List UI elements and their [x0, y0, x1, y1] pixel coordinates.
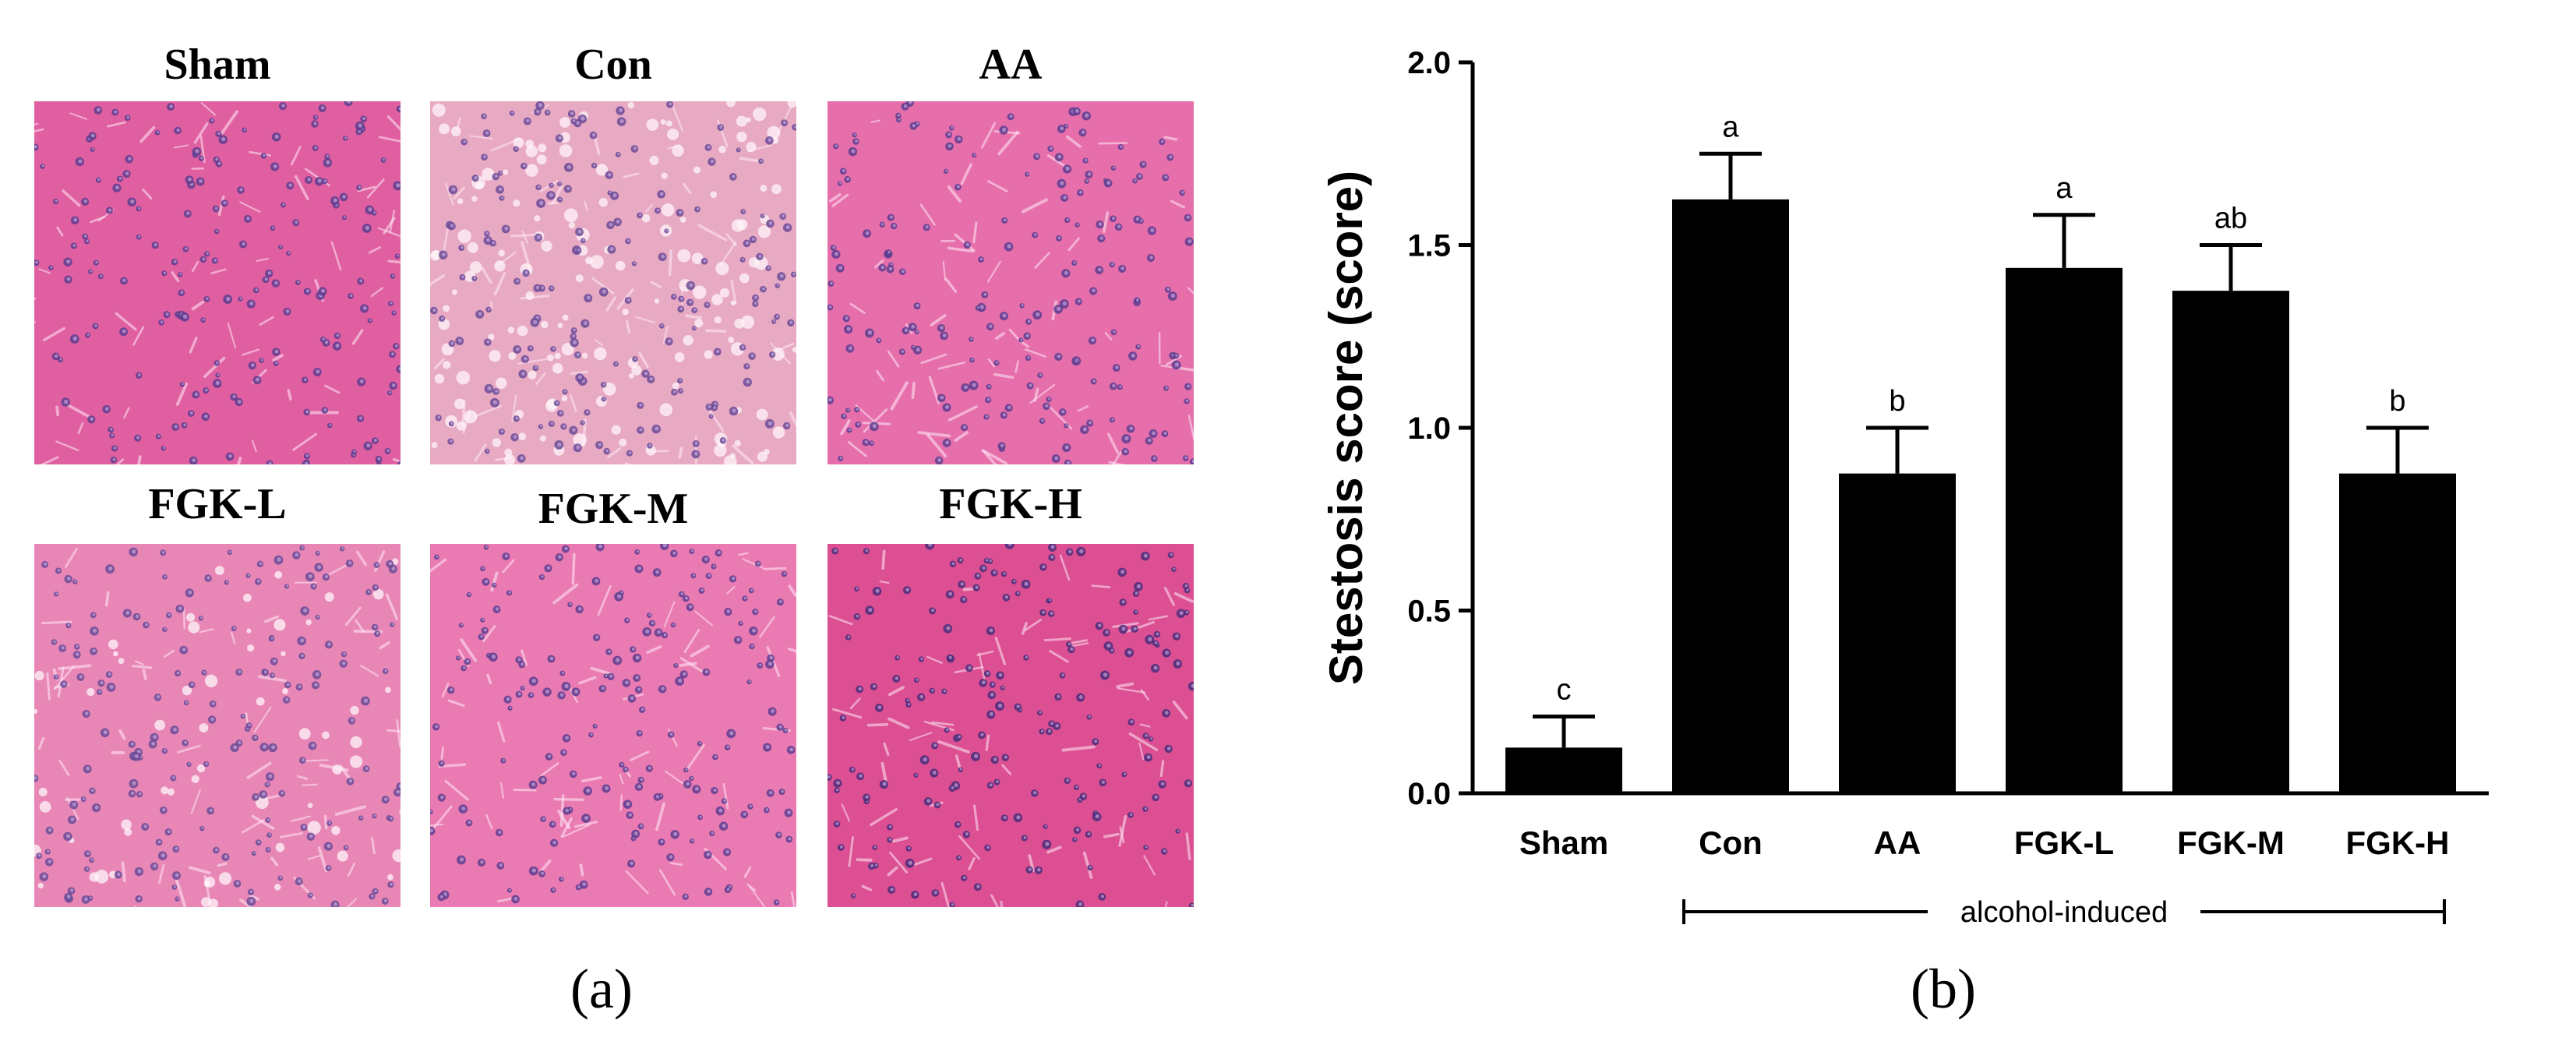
micrograph-fgk-h: [827, 544, 1194, 907]
y-tick-label: 2.0: [1407, 46, 1451, 80]
tissue-image: [34, 544, 401, 907]
tissue-image: [827, 101, 1194, 464]
micrograph-title-sham: Sham: [164, 41, 271, 89]
bar-fgk-l: [2006, 267, 2123, 793]
bar-con: [1672, 199, 1789, 793]
y-tick-label: 0.5: [1407, 595, 1451, 629]
subfigure-label-b: (b): [1911, 958, 1976, 1020]
bar-sham: [1505, 747, 1622, 793]
x-tick-label: FGK-M: [2177, 824, 2285, 861]
significance-letter: b: [2389, 385, 2405, 418]
chart-plot-area: 0.0 0.5 1.0 1.5 2.0 Stestosis score (score) c S…: [1320, 46, 2489, 929]
bar-aa: [1839, 473, 1956, 793]
y-tick-label: 1.0: [1407, 411, 1451, 446]
micrograph-fgk-l: [34, 544, 401, 907]
x-tick-label: FGK-H: [2346, 824, 2450, 861]
x-tick-label: FGK-L: [2014, 824, 2114, 861]
tissue-image: [430, 101, 796, 464]
tissue-image: [430, 544, 796, 907]
x-tick-label: AA: [1874, 824, 1921, 861]
significance-letter: b: [1889, 385, 1905, 418]
group-bracket-label: alcohol-induced: [1960, 896, 2168, 929]
significance-letter: a: [1722, 111, 1739, 143]
significance-letter: c: [1557, 674, 1572, 707]
micrograph-aa: [827, 101, 1194, 464]
micrograph-title-con: Con: [574, 41, 652, 89]
subfigure-label-a: (a): [570, 958, 633, 1020]
micrograph-title-fgk-h: FGK-H: [939, 480, 1082, 528]
micrograph-title-fgk-m: FGK-M: [538, 485, 689, 533]
tissue-image: [827, 544, 1194, 907]
y-axis-title: Stestosis score (score): [1320, 171, 1372, 685]
significance-letter: ab: [2214, 203, 2247, 235]
y-tick-label: 0.0: [1407, 777, 1451, 811]
micrograph-title-fgk-l: FGK-L: [148, 480, 287, 528]
micrograph-title-aa: AA: [979, 41, 1043, 89]
micrograph-con: [430, 101, 796, 464]
bar-chart: 0.0 0.5 1.0 1.5 2.0 Stestosis score (score) c S…: [1320, 46, 2489, 929]
micrograph-sham: [34, 101, 401, 464]
y-tick-label: 1.5: [1407, 229, 1451, 263]
bar-fgk-m: [2172, 291, 2289, 793]
x-tick-label: Sham: [1519, 824, 1608, 861]
x-tick-label: Con: [1699, 824, 1763, 861]
bar-fgk-h: [2339, 473, 2456, 793]
significance-letter: a: [2056, 172, 2073, 205]
tissue-image: [34, 101, 401, 464]
micrograph-fgk-m: [430, 544, 796, 907]
